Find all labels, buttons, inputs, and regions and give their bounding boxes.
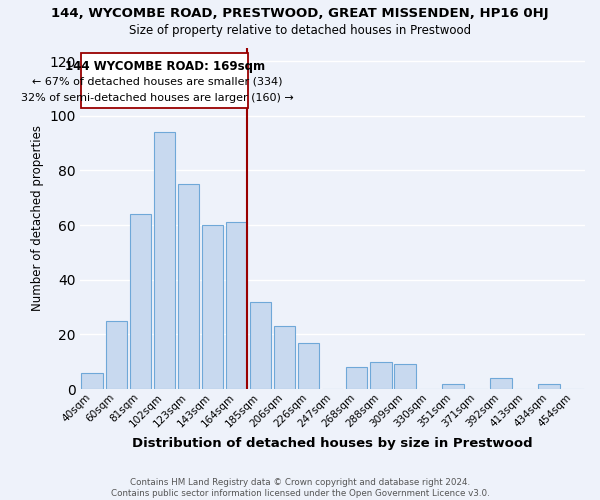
Bar (154, 132, 175, 389)
Bar (490, 378, 512, 389)
Bar (250, 302, 271, 389)
Bar (298, 342, 319, 389)
Text: 144, WYCOMBE ROAD, PRESTWOOD, GREAT MISSENDEN, HP16 0HJ: 144, WYCOMBE ROAD, PRESTWOOD, GREAT MISS… (51, 8, 549, 20)
Bar (82, 372, 103, 389)
Text: ← 67% of detached houses are smaller (334): ← 67% of detached houses are smaller (33… (32, 76, 283, 86)
FancyBboxPatch shape (82, 53, 248, 108)
Bar (394, 364, 416, 389)
Bar (202, 225, 223, 389)
Bar (346, 367, 367, 389)
Text: 32% of semi-detached houses are larger (160) →: 32% of semi-detached houses are larger (… (21, 92, 294, 102)
Text: Contains HM Land Registry data © Crown copyright and database right 2024.
Contai: Contains HM Land Registry data © Crown c… (110, 478, 490, 498)
Bar (274, 326, 295, 389)
Bar (130, 214, 151, 389)
Bar (178, 184, 199, 389)
Bar (442, 384, 464, 389)
Y-axis label: Number of detached properties: Number of detached properties (31, 126, 44, 312)
Bar (226, 222, 247, 389)
Text: 144 WYCOMBE ROAD: 169sqm: 144 WYCOMBE ROAD: 169sqm (65, 60, 265, 73)
Text: Size of property relative to detached houses in Prestwood: Size of property relative to detached ho… (129, 24, 471, 37)
Bar (538, 384, 560, 389)
X-axis label: Distribution of detached houses by size in Prestwood: Distribution of detached houses by size … (133, 437, 533, 450)
Bar (370, 362, 392, 389)
Bar (106, 320, 127, 389)
